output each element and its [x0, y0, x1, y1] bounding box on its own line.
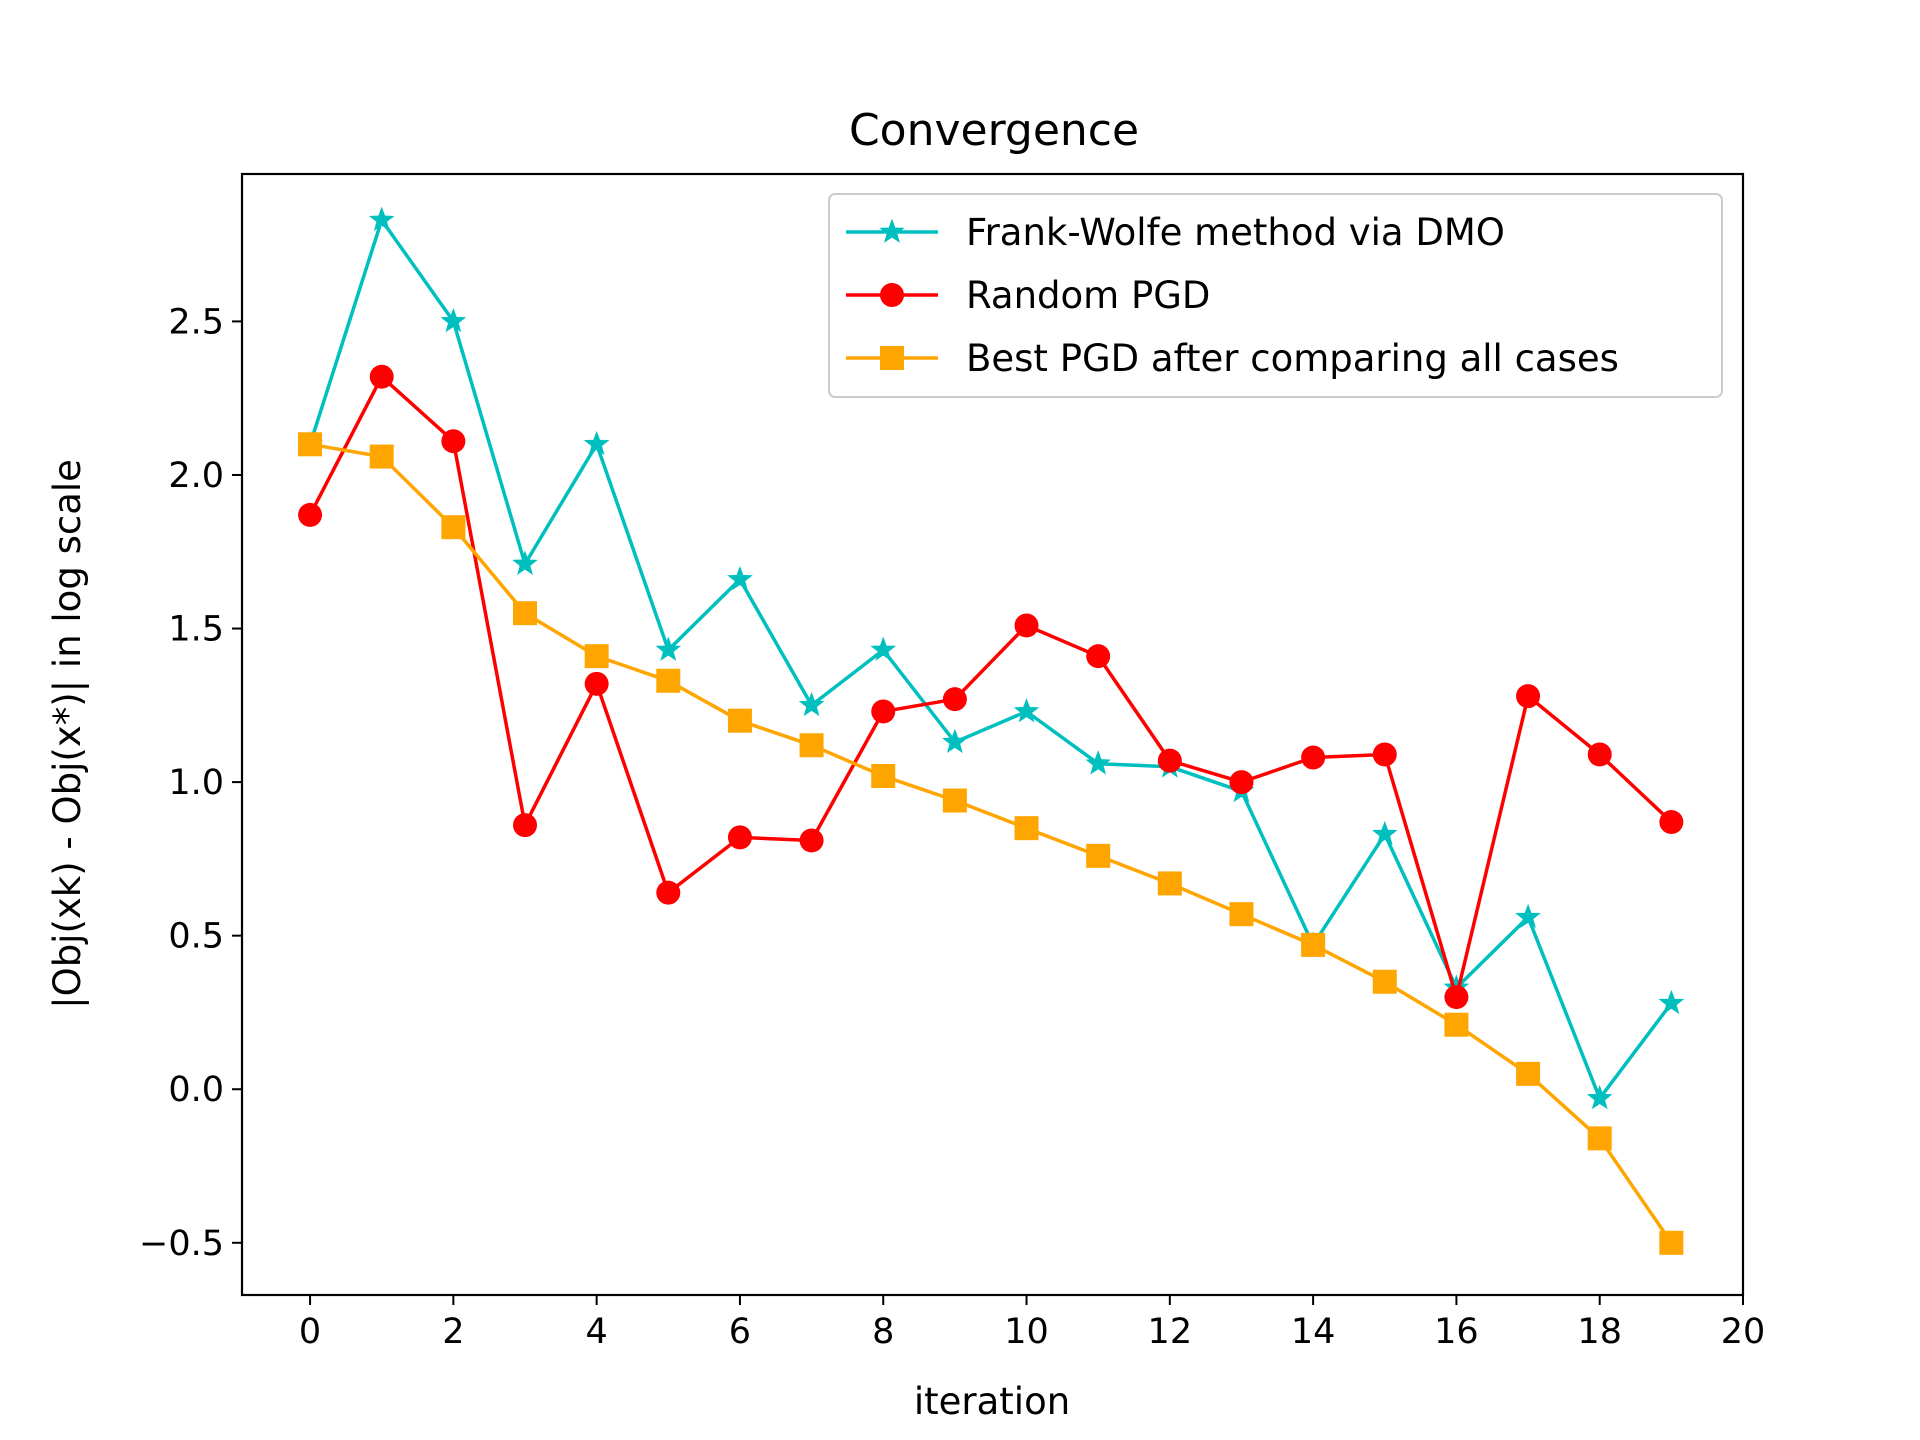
data-point-best-pgd [1086, 843, 1111, 868]
data-point-best-pgd [1659, 1230, 1684, 1255]
chart-title: Convergence [849, 105, 1139, 156]
data-point-frank-wolfe [1085, 750, 1111, 775]
x-axis: 0 2 4 6 8 10 12 14 16 18 20 [299, 1295, 1765, 1352]
data-point-random-pgd [871, 699, 896, 724]
y-tick-label: 2.0 [168, 456, 224, 496]
data-point-frank-wolfe [1515, 903, 1541, 929]
data-point-best-pgd [727, 708, 752, 733]
y-tick-label: 2.5 [168, 302, 224, 342]
data-point-random-pgd [298, 502, 323, 527]
data-point-random-pgd [441, 429, 466, 454]
legend-label: Random PGD [966, 274, 1210, 317]
data-point-random-pgd [584, 671, 609, 696]
y-tick-label: 1.5 [168, 610, 224, 650]
data-point-best-pgd [1014, 816, 1039, 841]
data-point-random-pgd [1086, 644, 1111, 669]
data-point-best-pgd [1229, 902, 1254, 927]
series-best-pgd [298, 432, 1684, 1255]
data-point-random-pgd [1229, 770, 1254, 795]
series-random-pgd [298, 364, 1684, 1010]
data-point-best-pgd [298, 432, 323, 457]
data-point-random-pgd [1157, 748, 1182, 773]
data-point-best-pgd [656, 668, 681, 693]
data-point-best-pgd [1444, 1012, 1469, 1037]
data-point-best-pgd [871, 763, 896, 788]
x-tick-label: 6 [729, 1312, 751, 1352]
data-point-random-pgd [1444, 985, 1469, 1010]
x-axis-label: iteration [914, 1380, 1070, 1423]
data-point-best-pgd [584, 644, 609, 669]
x-tick-label: 8 [872, 1312, 894, 1352]
y-tick-label: 0.0 [168, 1070, 224, 1110]
data-point-best-pgd [513, 601, 538, 626]
data-point-frank-wolfe [870, 636, 897, 661]
data-point-frank-wolfe [655, 636, 682, 661]
x-tick-label: 10 [1004, 1312, 1049, 1352]
legend-entry-best-pgd: Best PGD after comparing all cases [846, 337, 1619, 380]
data-point-frank-wolfe [440, 307, 467, 333]
data-point-best-pgd [369, 444, 394, 469]
data-point-frank-wolfe [942, 728, 968, 754]
data-point-best-pgd [441, 515, 466, 540]
data-point-random-pgd [1301, 745, 1326, 770]
data-point-frank-wolfe [727, 565, 753, 591]
data-point-best-pgd [1372, 969, 1397, 994]
data-point-best-pgd [942, 788, 967, 813]
legend-marker-frank-wolfe [879, 218, 905, 243]
x-tick-label: 4 [586, 1312, 608, 1352]
data-point-best-pgd [1587, 1126, 1612, 1151]
data-point-frank-wolfe [583, 430, 610, 456]
data-point-random-pgd [369, 364, 394, 389]
data-point-best-pgd [799, 733, 824, 758]
series-line-random-pgd [308, 374, 1673, 999]
data-point-random-pgd [1014, 613, 1039, 638]
data-point-frank-wolfe [1658, 989, 1685, 1015]
x-tick-label: 16 [1434, 1312, 1479, 1352]
data-point-random-pgd [727, 825, 752, 850]
series-layer [297, 206, 1685, 1255]
legend: Frank-Wolfe method via DMO Random PGD Best… [828, 193, 1723, 398]
legend-entry-frank-wolfe: Frank-Wolfe method via DMO [846, 211, 1505, 254]
y-tick-label: −0.5 [139, 1224, 224, 1264]
x-tick-label: 14 [1291, 1312, 1336, 1352]
data-point-frank-wolfe [512, 550, 538, 575]
data-point-frank-wolfe [1013, 698, 1040, 723]
data-point-frank-wolfe [1372, 820, 1398, 846]
legend-entry-random-pgd: Random PGD [846, 274, 1210, 317]
data-point-best-pgd [1301, 932, 1326, 957]
y-axis: −0.5 0.0 0.5 1.0 1.5 2.0 2.5 [139, 302, 242, 1264]
x-tick-label: 2 [442, 1312, 464, 1352]
x-tick-label: 18 [1577, 1312, 1622, 1352]
legend-marker-best-pgd [880, 346, 904, 370]
data-point-random-pgd [656, 880, 681, 905]
y-tick-label: 1.0 [168, 763, 224, 803]
data-point-best-pgd [1516, 1061, 1541, 1086]
data-point-random-pgd [513, 813, 538, 838]
data-point-random-pgd [1372, 742, 1397, 767]
data-point-frank-wolfe [798, 691, 825, 717]
x-tick-label: 0 [299, 1312, 321, 1352]
data-point-frank-wolfe [1586, 1084, 1613, 1110]
x-tick-label: 20 [1721, 1312, 1766, 1352]
y-axis-label: |Obj(xk) - Obj(x*)| in log scale [46, 459, 89, 1009]
data-point-random-pgd [1587, 742, 1612, 767]
legend-marker-random-pgd [880, 283, 904, 307]
data-point-random-pgd [799, 828, 824, 853]
legend-label: Frank-Wolfe method via DMO [966, 211, 1505, 254]
data-point-best-pgd [1157, 871, 1182, 896]
data-point-random-pgd [1516, 684, 1541, 709]
x-tick-label: 12 [1148, 1312, 1193, 1352]
data-point-frank-wolfe [368, 206, 395, 231]
y-tick-label: 0.5 [168, 917, 224, 957]
plot-area-frame [240, 172, 1745, 1297]
data-point-random-pgd [1659, 810, 1684, 835]
legend-frame [828, 193, 1723, 398]
legend-label: Best PGD after comparing all cases [966, 337, 1619, 380]
data-point-random-pgd [942, 687, 967, 712]
